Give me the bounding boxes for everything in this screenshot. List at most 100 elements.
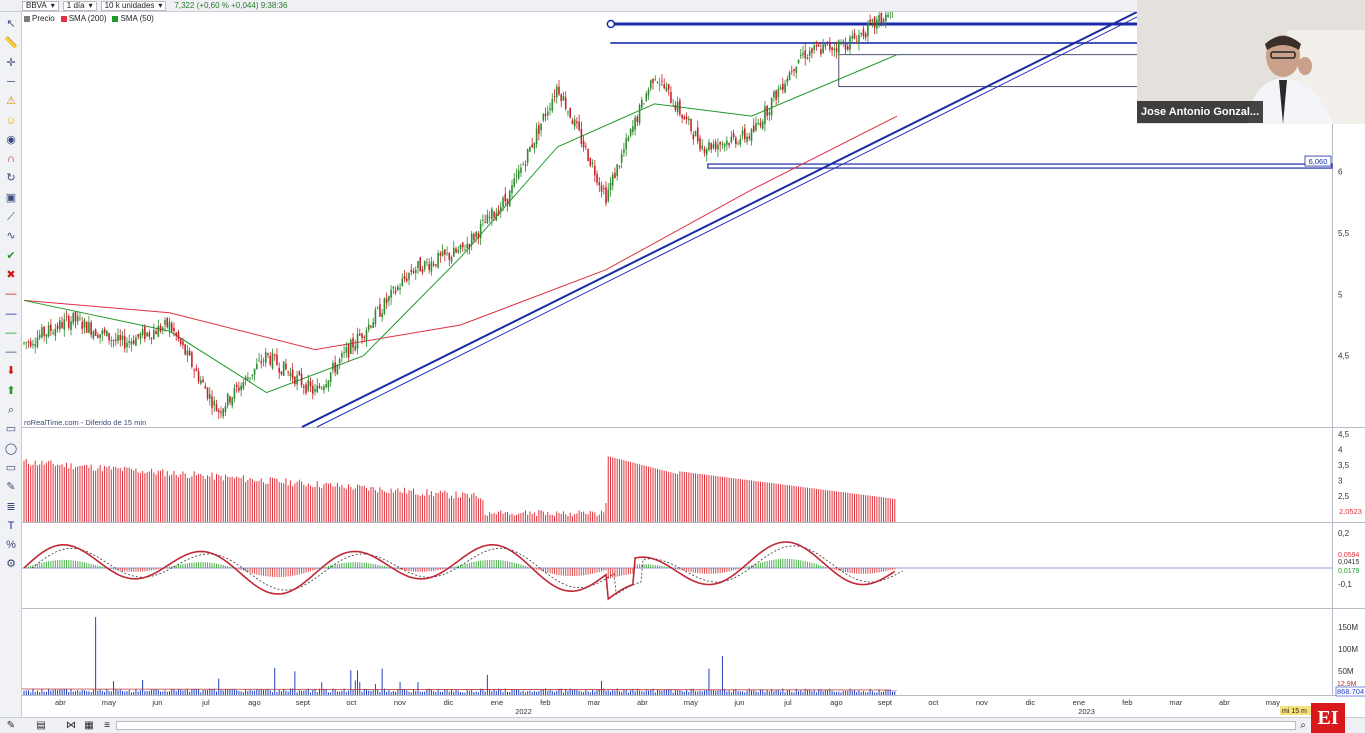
candle-body xyxy=(598,182,601,186)
segment-gray-icon[interactable]: — xyxy=(5,346,17,359)
candle-body xyxy=(74,311,77,322)
candle-body xyxy=(495,212,498,221)
candle-body xyxy=(768,111,771,116)
percent-icon[interactable]: % xyxy=(6,539,16,552)
panel2-tick-label: 4 xyxy=(1338,446,1343,455)
legend-item[interactable]: SMA (50) xyxy=(112,14,154,23)
candle-body xyxy=(663,84,665,89)
chart-type-icon[interactable]: ▤ xyxy=(36,720,46,731)
candle-body xyxy=(94,329,97,336)
candle-body xyxy=(441,251,444,256)
checkmark-icon[interactable]: ✔ xyxy=(6,249,16,262)
camera-icon[interactable]: ▣ xyxy=(5,191,17,204)
candle-body xyxy=(672,105,674,107)
candle-body xyxy=(676,101,679,113)
volatility-bars xyxy=(23,456,896,522)
candle-body xyxy=(367,324,370,330)
wave-icon[interactable]: ∿ xyxy=(6,230,16,243)
units-selector[interactable]: 10 k unidades ▾ xyxy=(100,0,167,11)
candle-body xyxy=(882,19,885,26)
candle-body xyxy=(354,345,357,351)
fibonacci-icon[interactable]: ≣ xyxy=(6,500,16,513)
magnet-icon[interactable]: ∩ xyxy=(7,153,15,166)
settings-icon[interactable]: ⚙ xyxy=(6,558,16,571)
candle-body xyxy=(161,327,164,330)
candle-body xyxy=(779,87,782,90)
x-month-label: jul xyxy=(201,698,210,707)
crosshair-icon[interactable]: ✛ xyxy=(6,56,16,69)
share-icon[interactable]: ⋈ xyxy=(66,720,76,731)
cursor-icon[interactable]: ↖ xyxy=(6,18,16,30)
candle-body xyxy=(215,404,218,412)
volume-value-box xyxy=(1335,686,1365,697)
candle-body xyxy=(193,370,195,372)
candle-body xyxy=(542,114,545,121)
ruler-icon[interactable]: 📏 xyxy=(4,37,18,50)
candle-body xyxy=(838,40,840,54)
ellipse-icon[interactable]: ◯ xyxy=(4,442,18,455)
candle-body xyxy=(439,253,442,256)
zoom-icon[interactable]: ⌕ xyxy=(7,404,15,416)
x-month-label: dic xyxy=(444,698,454,707)
list-icon[interactable]: ≡ xyxy=(104,720,110,731)
segment-red-icon[interactable]: — xyxy=(5,288,17,301)
candle-body xyxy=(130,341,133,345)
candle-body xyxy=(811,48,813,54)
candle-body xyxy=(484,222,486,224)
candle-body xyxy=(204,385,207,389)
candle-body xyxy=(681,114,683,119)
x-month-label: sept xyxy=(878,698,893,707)
time-tooltip-bg xyxy=(1280,706,1312,715)
candle-body xyxy=(150,337,153,339)
candle-body xyxy=(224,406,227,413)
candle-body xyxy=(34,344,36,347)
candle-body xyxy=(79,318,81,320)
candle-body xyxy=(858,34,860,45)
interval-selector[interactable]: 1 día ▾ xyxy=(62,0,97,11)
pen-icon[interactable]: ✎ xyxy=(6,481,16,494)
rectangle-blue-icon[interactable]: ▭ xyxy=(5,461,17,474)
candle-body xyxy=(880,13,883,24)
x-month-label: may xyxy=(1266,698,1280,707)
warning-icon[interactable]: ⚠ xyxy=(6,95,16,108)
candle-body xyxy=(372,322,374,328)
candle-body xyxy=(777,88,780,98)
text-icon[interactable]: T xyxy=(7,519,15,532)
candle-body xyxy=(303,386,305,388)
candle-body xyxy=(202,379,204,383)
arrow-down-icon[interactable]: ⬇ xyxy=(6,365,16,378)
candle-body xyxy=(804,50,807,59)
candle-body xyxy=(717,144,719,150)
segment-green-icon[interactable]: — xyxy=(5,326,17,339)
volume-average-line xyxy=(22,688,898,691)
drawing-toolbar: ↖ 📏 ✛ ─ ⚠ ☺ ◉ ∩ ↻ ▣ ⟋ ∿ ✔ ✖ — — — — ⬇ ⬆ ⌕ ▭ ◯ ▭ ✎ ≣ T% ⚙ xyxy=(0,12,22,717)
segment-blue-icon[interactable]: — xyxy=(5,307,17,320)
delete-icon[interactable]: ✖ xyxy=(6,268,16,281)
trendline-icon[interactable]: ⟋ xyxy=(7,211,15,223)
candle-body xyxy=(571,120,574,125)
candle-body xyxy=(497,209,500,215)
candle-body xyxy=(383,298,386,314)
pencil-icon[interactable]: ✎ xyxy=(6,720,16,731)
candle-body xyxy=(632,126,634,133)
eye-icon[interactable]: ◉ xyxy=(6,133,16,146)
candle-body xyxy=(502,197,504,208)
smiley-icon[interactable]: ☺ xyxy=(5,114,17,127)
layout-icon[interactable]: ▦ xyxy=(84,720,94,731)
candle-body xyxy=(506,198,509,205)
legend-item[interactable]: SMA (200) xyxy=(60,14,106,23)
symbol-selector[interactable]: BBVA ▾ xyxy=(22,0,59,11)
level-tag: 6,060 xyxy=(1304,155,1332,167)
legend-item[interactable]: Precio xyxy=(24,14,55,23)
trendline-main xyxy=(301,12,1138,428)
candle-body xyxy=(114,339,117,341)
time-scrollbar[interactable] xyxy=(116,721,1296,730)
zoom-icon[interactable]: ⌕ xyxy=(1300,720,1306,731)
rectangle-icon[interactable]: ▭ xyxy=(5,423,17,436)
horizontal-line-icon[interactable]: ─ xyxy=(7,75,15,88)
candle-body xyxy=(726,140,728,145)
candle-body xyxy=(829,41,831,50)
arrow-up-icon[interactable]: ⬆ xyxy=(6,384,16,397)
rotate-icon[interactable]: ↻ xyxy=(6,172,16,185)
candle-body xyxy=(242,382,245,389)
